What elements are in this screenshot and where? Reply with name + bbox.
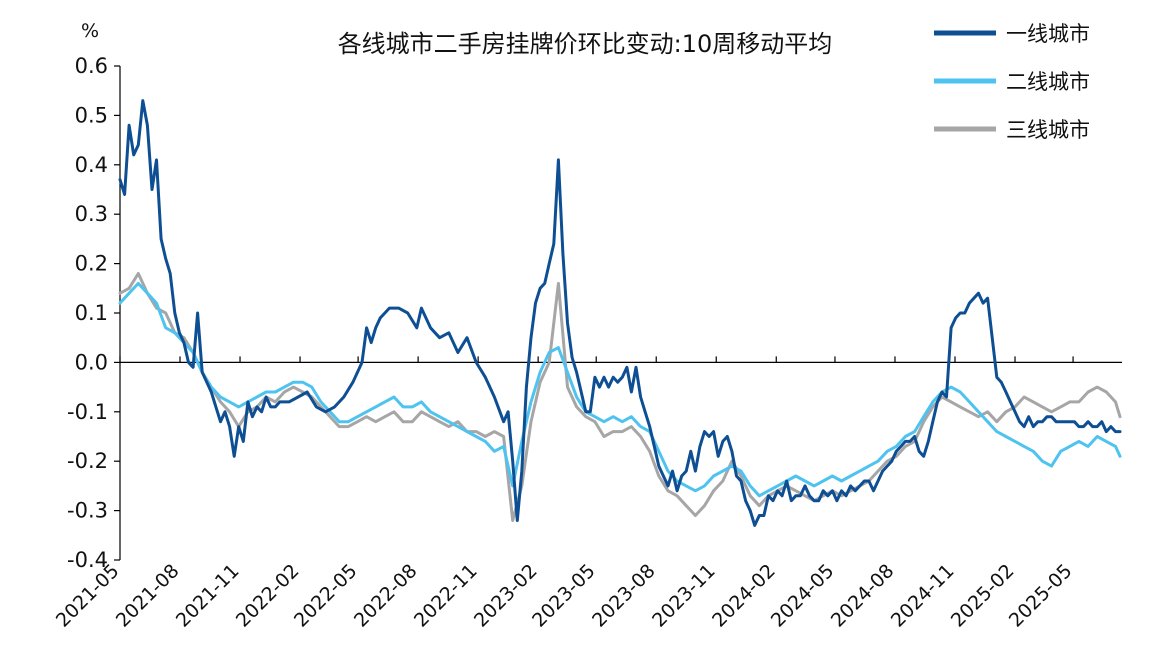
x-tick-label: 2022-02 [232, 560, 304, 632]
series-line-一线城市 [118, 99, 1122, 527]
y-tick-label: 0.6 [75, 54, 108, 78]
y-tick-label: -0.2 [67, 449, 108, 473]
chart-title: 各线城市二手房挂牌价环比变动:10周移动平均 [338, 30, 833, 58]
series-line-二线城市 [118, 281, 1122, 498]
legend-label: 三线城市 [1006, 118, 1090, 142]
x-tick-label: 2024-11 [887, 560, 959, 632]
y-axis-unit-label: % [81, 20, 99, 42]
y-axis: 0.6 0.5 0.4 0.3 0.2 0.1 0.0 -0.1 -0.2 -0.3 -0.4 [67, 54, 121, 572]
y-tick-label: 0.2 [75, 252, 108, 276]
legend-label: 二线城市 [1006, 70, 1090, 94]
x-tick-label: 2023-02 [470, 560, 542, 632]
x-tick-label: 2021-08 [112, 560, 184, 632]
y-tick-label: -0.3 [67, 499, 108, 523]
x-tick-label: 2021-11 [172, 560, 244, 632]
series-line-三线城市 [118, 272, 1122, 522]
x-tick-label: 2025-05 [1005, 560, 1077, 632]
x-tick-label: 2025-02 [947, 560, 1019, 632]
y-tick-label: 0.3 [75, 202, 108, 226]
x-tick-label: 2022-11 [410, 560, 482, 632]
x-tick-label: 2024-08 [827, 560, 899, 632]
x-tick-label: 2022-05 [290, 560, 362, 632]
x-tick-label: 2023-11 [648, 560, 720, 632]
x-tick-label: 2024-05 [767, 560, 839, 632]
x-tick-label: 2024-02 [708, 560, 780, 632]
y-tick-label: 0.5 [75, 103, 108, 127]
series-lines [118, 99, 1122, 527]
legend-label: 一线城市 [1006, 22, 1090, 46]
y-tick-label: 0.1 [75, 301, 108, 325]
x-tick-label: 2023-08 [588, 560, 660, 632]
y-tick-label: 0.0 [75, 350, 108, 374]
y-tick-label: -0.4 [67, 548, 108, 572]
y-tick-label: -0.1 [67, 400, 108, 424]
y-tick-label: 0.4 [75, 153, 108, 177]
x-tick-label: 2023-05 [528, 560, 600, 632]
x-tick-label: 2022-08 [350, 560, 422, 632]
